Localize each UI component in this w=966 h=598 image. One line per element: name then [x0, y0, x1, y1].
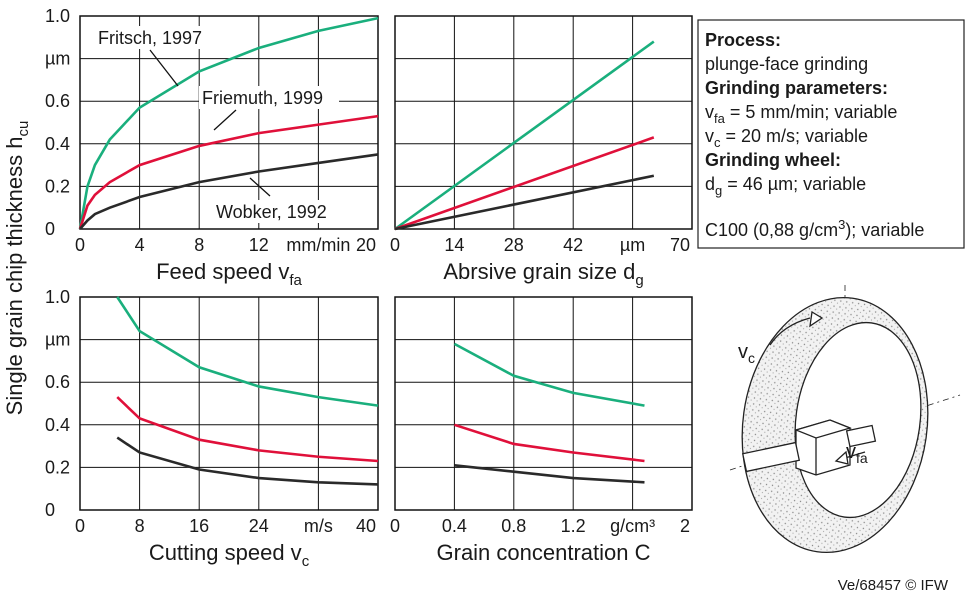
y-tick-label: 0.4	[45, 415, 70, 435]
vc-main: v	[738, 341, 748, 363]
info-seg: = 20 m/s; variable	[721, 126, 869, 146]
info-sub: g	[715, 183, 722, 198]
plot-area	[395, 297, 692, 510]
x-axis-label-main: Grain concentration C	[437, 540, 651, 565]
info-line: C100 (0,88 g/cm3); variable	[705, 217, 924, 240]
x-axis-label-sub: c	[302, 553, 310, 570]
x-axis-label-main: Feed speed v	[156, 259, 289, 284]
x-tick-label: 0	[75, 235, 85, 255]
vc-label: vc	[738, 341, 755, 366]
info-line: Grinding parameters:	[705, 78, 888, 98]
x-tick-label: 0	[390, 235, 400, 255]
y-tick-label: 0.2	[45, 457, 70, 477]
x-tick-label: 40	[356, 516, 376, 536]
x-tick-label: 0	[75, 516, 85, 536]
info-seg: ); variable	[845, 220, 924, 240]
info-sup: 3	[838, 217, 845, 232]
x-tick-label: 8	[194, 235, 204, 255]
wheel-diagram	[726, 285, 960, 565]
x-tick-label: 4	[135, 235, 145, 255]
figure: Single grain chip thickness hcu Process:…	[0, 0, 966, 598]
x-tick-label: 0.4	[442, 516, 467, 536]
y-tick-label: 0.2	[45, 176, 70, 196]
info-seg: = 46 µm; variable	[722, 174, 866, 194]
x-axis-label: Abrsive grain size dg	[443, 259, 643, 289]
info-line: Process:	[705, 30, 781, 50]
x-tick-label: µm	[620, 235, 645, 255]
info-seg: v	[705, 126, 714, 146]
y-tick-label: 0.4	[45, 134, 70, 154]
x-axis-label-main: Cutting speed v	[149, 540, 302, 565]
vfa-sub: fa	[856, 450, 868, 466]
x-tick-label: 24	[249, 516, 269, 536]
y-tick-label: 1.0	[45, 287, 70, 307]
x-tick-label: 28	[504, 235, 524, 255]
page: Single grain chip thickness hcu Process:…	[0, 0, 966, 598]
info-line: plunge-face grinding	[705, 54, 868, 74]
x-tick-label: mm/min	[286, 235, 350, 255]
series-annotation: Friemuth, 1999	[202, 88, 323, 108]
y-tick-label: µm	[45, 49, 70, 69]
x-tick-label: g/cm³	[610, 516, 655, 536]
x-tick-label: 12	[249, 235, 269, 255]
x-tick-label: 0.8	[501, 516, 526, 536]
x-tick-label: 8	[135, 516, 145, 536]
x-tick-label: 20	[356, 235, 376, 255]
x-tick-label: 1.2	[561, 516, 586, 536]
series-annotation: Fritsch, 1997	[98, 28, 202, 48]
y-axis-label-main: Single grain chip thickness h	[2, 137, 27, 416]
y-tick-label: 0.6	[45, 91, 70, 111]
x-axis-label: Cutting speed vc	[149, 540, 310, 570]
x-tick-label: 14	[444, 235, 464, 255]
x-axis-label: Grain concentration C	[437, 540, 651, 565]
y-tick-label: 1.0	[45, 6, 70, 26]
info-seg: = 5 mm/min; variable	[725, 102, 898, 122]
x-tick-label: 16	[189, 516, 209, 536]
info-seg: C100 (0,88 g/cm	[705, 220, 838, 240]
y-tick-label: 0.6	[45, 372, 70, 392]
y-tick-label: 0	[45, 500, 55, 520]
info-seg: v	[705, 102, 714, 122]
y-axis-label: Single grain chip thickness hcu	[2, 121, 32, 416]
y-axis-label-sub: cu	[15, 121, 32, 137]
y-tick-label: 0	[45, 219, 55, 239]
vc-sub: c	[748, 350, 755, 366]
x-axis-label-sub: g	[635, 272, 643, 289]
series-annotation: Wobker, 1992	[216, 202, 327, 222]
info-seg: d	[705, 174, 715, 194]
y-tick-label: µm	[45, 330, 70, 350]
vfa-main: v	[846, 441, 856, 463]
x-tick-label: 70	[670, 235, 690, 255]
x-tick-label: m/s	[304, 516, 333, 536]
info-line: Grinding wheel:	[705, 150, 841, 170]
x-axis-label-sub: fa	[289, 272, 302, 289]
x-tick-label: 0	[390, 516, 400, 536]
x-tick-label: 2	[680, 516, 690, 536]
x-tick-label: 42	[563, 235, 583, 255]
footer: Ve/68457 © IFW	[838, 577, 949, 594]
x-axis-label-main: Abrsive grain size d	[443, 259, 635, 284]
x-axis-label: Feed speed vfa	[156, 259, 302, 289]
